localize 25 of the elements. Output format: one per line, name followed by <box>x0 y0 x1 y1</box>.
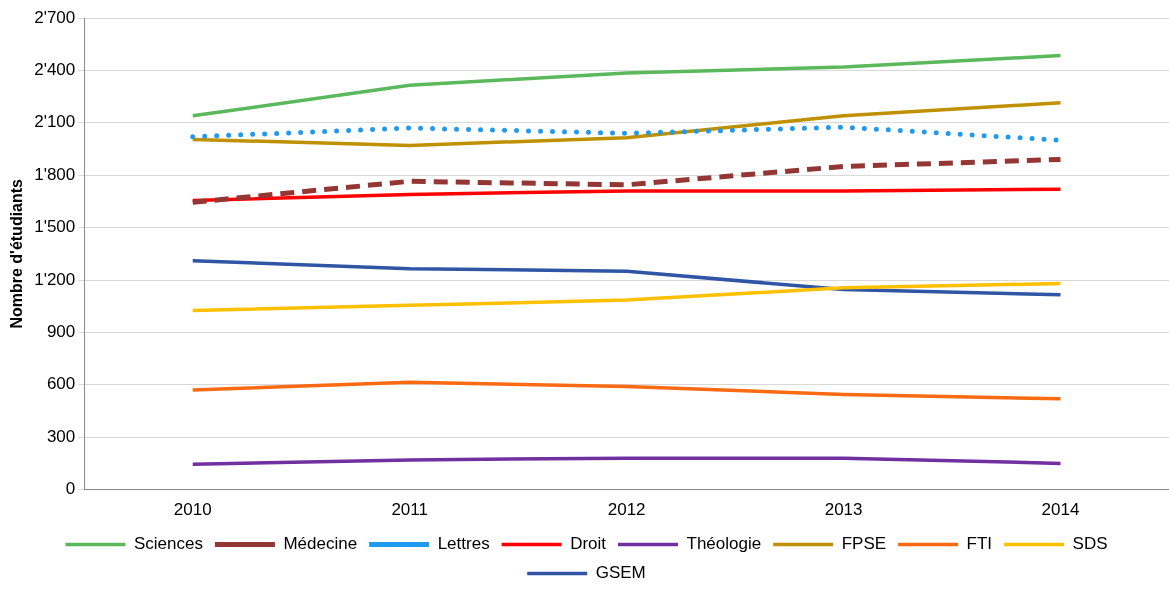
legend-label: Sciences <box>133 534 203 554</box>
y-axis-title: Nombre d'étudiants <box>8 178 26 329</box>
y-tick-label: 600 <box>46 374 76 394</box>
legend-label: GSEM <box>595 563 646 583</box>
legend-label: Médecine <box>283 534 358 554</box>
legend-label: FPSE <box>841 534 887 554</box>
x-tick-label: 2011 <box>391 500 428 520</box>
legend-label: Droit <box>570 534 607 554</box>
y-tick-label: 900 <box>46 322 76 342</box>
y-tick-label: 1'500 <box>34 217 76 237</box>
y-tick-label: 1'200 <box>34 269 76 289</box>
y-tick-label: 0 <box>65 479 76 499</box>
x-tick-label: 2010 <box>173 500 212 520</box>
y-tick-label: 2'100 <box>34 112 76 132</box>
legend-label: Théologie <box>686 534 762 554</box>
x-tick-label: 2014 <box>1041 500 1080 520</box>
legend-label: FTI <box>966 534 993 554</box>
y-tick-label: 1'800 <box>34 164 76 184</box>
y-tick-label: 2'700 <box>34 7 76 27</box>
y-tick-label: 300 <box>46 426 76 446</box>
x-tick-label: 2012 <box>607 500 646 520</box>
y-tick-label: 2'400 <box>34 60 76 80</box>
x-tick-label: 2013 <box>824 500 863 520</box>
legend-label: SDS <box>1072 534 1108 554</box>
legend-label: Lettres <box>437 534 490 554</box>
